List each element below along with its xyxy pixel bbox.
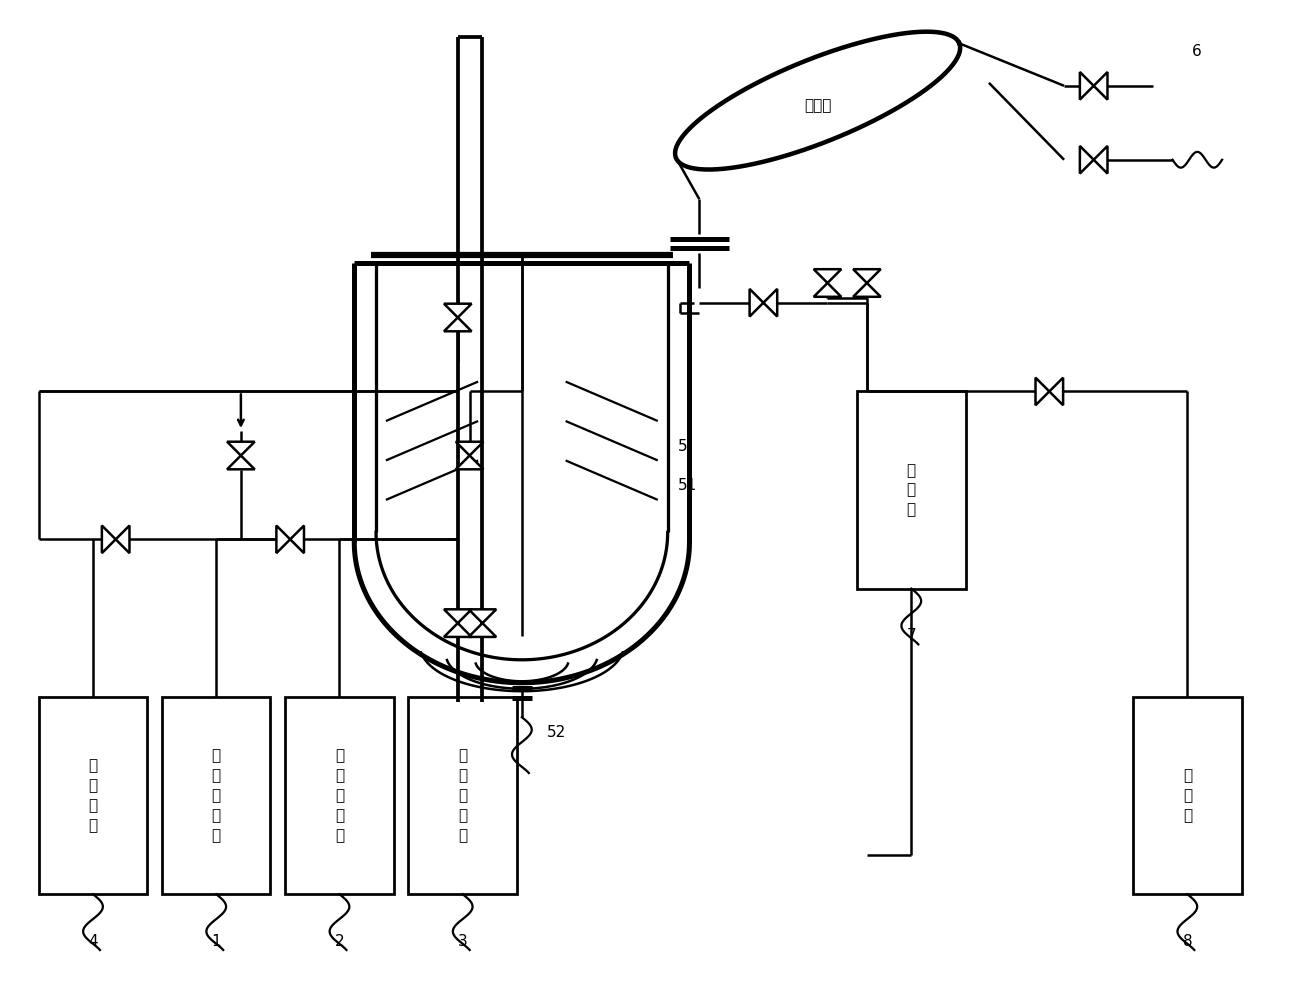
- Bar: [857, 392, 965, 588]
- Polygon shape: [443, 318, 472, 332]
- Polygon shape: [1094, 146, 1107, 173]
- Bar: [286, 697, 394, 894]
- Text: 4: 4: [89, 934, 98, 949]
- Polygon shape: [443, 623, 472, 637]
- Polygon shape: [456, 442, 484, 456]
- Text: 1: 1: [211, 934, 222, 949]
- Bar: [162, 697, 270, 894]
- Polygon shape: [291, 525, 304, 553]
- Text: 贮
罐
气
体: 贮 罐 气 体: [89, 759, 98, 832]
- Polygon shape: [456, 456, 484, 469]
- Polygon shape: [468, 609, 497, 623]
- Text: 8: 8: [1183, 934, 1192, 949]
- Polygon shape: [853, 283, 880, 297]
- Polygon shape: [443, 609, 472, 623]
- Text: 3: 3: [458, 934, 468, 949]
- Polygon shape: [814, 283, 841, 297]
- Polygon shape: [443, 304, 472, 318]
- Text: 冷凝器: 冷凝器: [805, 98, 832, 113]
- Polygon shape: [227, 456, 254, 469]
- Text: 气
体
加
热
器: 气 体 加 热 器: [458, 749, 467, 842]
- Polygon shape: [116, 525, 129, 553]
- Bar: [1133, 697, 1241, 894]
- Polygon shape: [1080, 146, 1094, 173]
- Polygon shape: [1050, 378, 1063, 405]
- Polygon shape: [1035, 378, 1050, 405]
- Text: 51: 51: [678, 478, 696, 493]
- Polygon shape: [814, 270, 841, 283]
- Polygon shape: [227, 442, 254, 456]
- Polygon shape: [763, 289, 777, 317]
- Text: 5: 5: [678, 439, 687, 454]
- Polygon shape: [1080, 72, 1094, 99]
- Text: 6: 6: [1192, 44, 1202, 59]
- Polygon shape: [102, 525, 116, 553]
- Polygon shape: [468, 623, 497, 637]
- Bar: [408, 697, 516, 894]
- Polygon shape: [276, 525, 291, 553]
- Text: 空
气
压
缩
机: 空 气 压 缩 机: [211, 749, 220, 842]
- Polygon shape: [1094, 72, 1107, 99]
- Polygon shape: [853, 270, 880, 283]
- Bar: [39, 697, 147, 894]
- Text: 真
空
泵: 真 空 泵: [1183, 769, 1192, 823]
- Text: 贮
存
罐: 贮 存 罐: [906, 462, 915, 518]
- Text: 空
气
干
燥
器: 空 气 干 燥 器: [335, 749, 344, 842]
- Text: 7: 7: [906, 628, 917, 644]
- Polygon shape: [750, 289, 763, 317]
- Polygon shape: [675, 31, 960, 169]
- Text: 2: 2: [335, 934, 344, 949]
- Text: 52: 52: [546, 725, 566, 740]
